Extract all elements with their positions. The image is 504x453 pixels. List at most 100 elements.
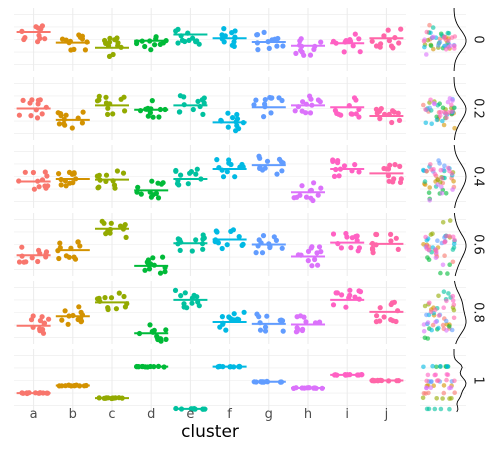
marginal-point <box>421 102 426 108</box>
data-point <box>39 314 45 320</box>
data-point <box>56 121 63 127</box>
data-point <box>103 94 109 100</box>
marginal-point <box>424 29 430 35</box>
data-point <box>181 301 187 307</box>
marginal-point <box>444 115 449 121</box>
marginal-point <box>420 395 426 401</box>
data-point <box>318 185 324 191</box>
data-point <box>138 191 144 197</box>
marginal-point <box>428 97 433 103</box>
data-point <box>122 108 128 114</box>
marginal-point <box>428 385 434 391</box>
marginal-point <box>449 396 454 401</box>
data-point <box>107 230 113 236</box>
data-point <box>111 182 118 188</box>
data-point <box>116 290 122 296</box>
data-point <box>312 256 318 263</box>
data-point <box>105 305 111 311</box>
data-point <box>388 231 394 237</box>
marginal-point <box>442 253 447 258</box>
data-point <box>274 171 280 177</box>
data-point <box>316 244 323 250</box>
facet-panel <box>14 8 406 71</box>
data-point <box>190 106 196 113</box>
data-point <box>347 287 353 293</box>
data-point <box>42 169 48 175</box>
data-point <box>267 244 273 251</box>
x-tick-label: i <box>345 407 349 422</box>
data-point <box>219 245 225 252</box>
marginal-point <box>432 171 438 177</box>
marginal-point <box>432 307 438 313</box>
data-point <box>80 109 86 115</box>
data-point <box>385 166 392 172</box>
density-curve <box>453 212 467 277</box>
data-point <box>59 317 65 323</box>
facet-strip-label: 0 <box>471 35 486 43</box>
marginal-point <box>450 98 455 103</box>
data-point <box>94 173 100 179</box>
data-point <box>37 26 44 32</box>
marginal-point <box>447 233 452 239</box>
data-point <box>187 170 193 176</box>
marginal-point <box>438 364 443 369</box>
data-point <box>184 305 190 311</box>
data-point <box>398 26 404 32</box>
data-point <box>16 112 22 118</box>
data-point <box>315 262 321 268</box>
marginal-point <box>443 318 449 324</box>
data-point <box>28 113 34 119</box>
marginal-point <box>431 34 436 40</box>
marginal-point <box>425 336 431 341</box>
data-point <box>148 47 154 53</box>
marginal-point <box>439 190 445 196</box>
data-point <box>318 39 324 45</box>
marginal-point <box>430 322 436 328</box>
x-tick-label: e <box>186 407 194 422</box>
data-point <box>350 43 356 49</box>
facet-panel <box>14 213 406 276</box>
data-point <box>253 97 259 103</box>
data-point <box>335 158 341 164</box>
data-point <box>37 318 44 324</box>
data-point <box>16 259 23 265</box>
marginal-point <box>427 198 433 203</box>
marginal-point <box>422 179 428 184</box>
data-point <box>79 120 85 126</box>
marginal-point <box>452 105 457 111</box>
marginal-point <box>427 22 432 28</box>
data-point <box>236 126 242 132</box>
data-point <box>234 116 241 122</box>
data-point <box>142 43 148 50</box>
data-point <box>299 49 305 55</box>
data-point <box>57 240 63 246</box>
marginal-panel: 0 <box>420 8 486 72</box>
data-point <box>200 111 206 117</box>
data-point <box>103 172 110 178</box>
data-point <box>214 229 220 235</box>
data-point <box>150 255 156 261</box>
marginal-panel: 1 <box>420 349 486 413</box>
data-point <box>160 254 166 260</box>
marginal-point <box>421 322 427 327</box>
data-point <box>157 270 164 276</box>
data-point <box>352 162 358 168</box>
marginal-point <box>451 241 457 247</box>
marginal-point <box>443 47 449 52</box>
data-point <box>221 26 227 32</box>
x-tick-label: d <box>147 407 155 422</box>
data-point <box>228 161 234 168</box>
data-point <box>307 93 313 99</box>
data-point <box>108 220 114 226</box>
data-point <box>303 319 309 325</box>
marginal-point <box>430 231 435 236</box>
data-point <box>309 263 315 269</box>
data-point <box>349 111 355 117</box>
marginal-point <box>447 324 452 329</box>
data-point <box>149 98 155 104</box>
data-point <box>264 313 270 319</box>
data-point <box>338 245 344 251</box>
data-point <box>280 328 286 334</box>
data-point <box>374 313 380 319</box>
data-point <box>185 181 191 187</box>
